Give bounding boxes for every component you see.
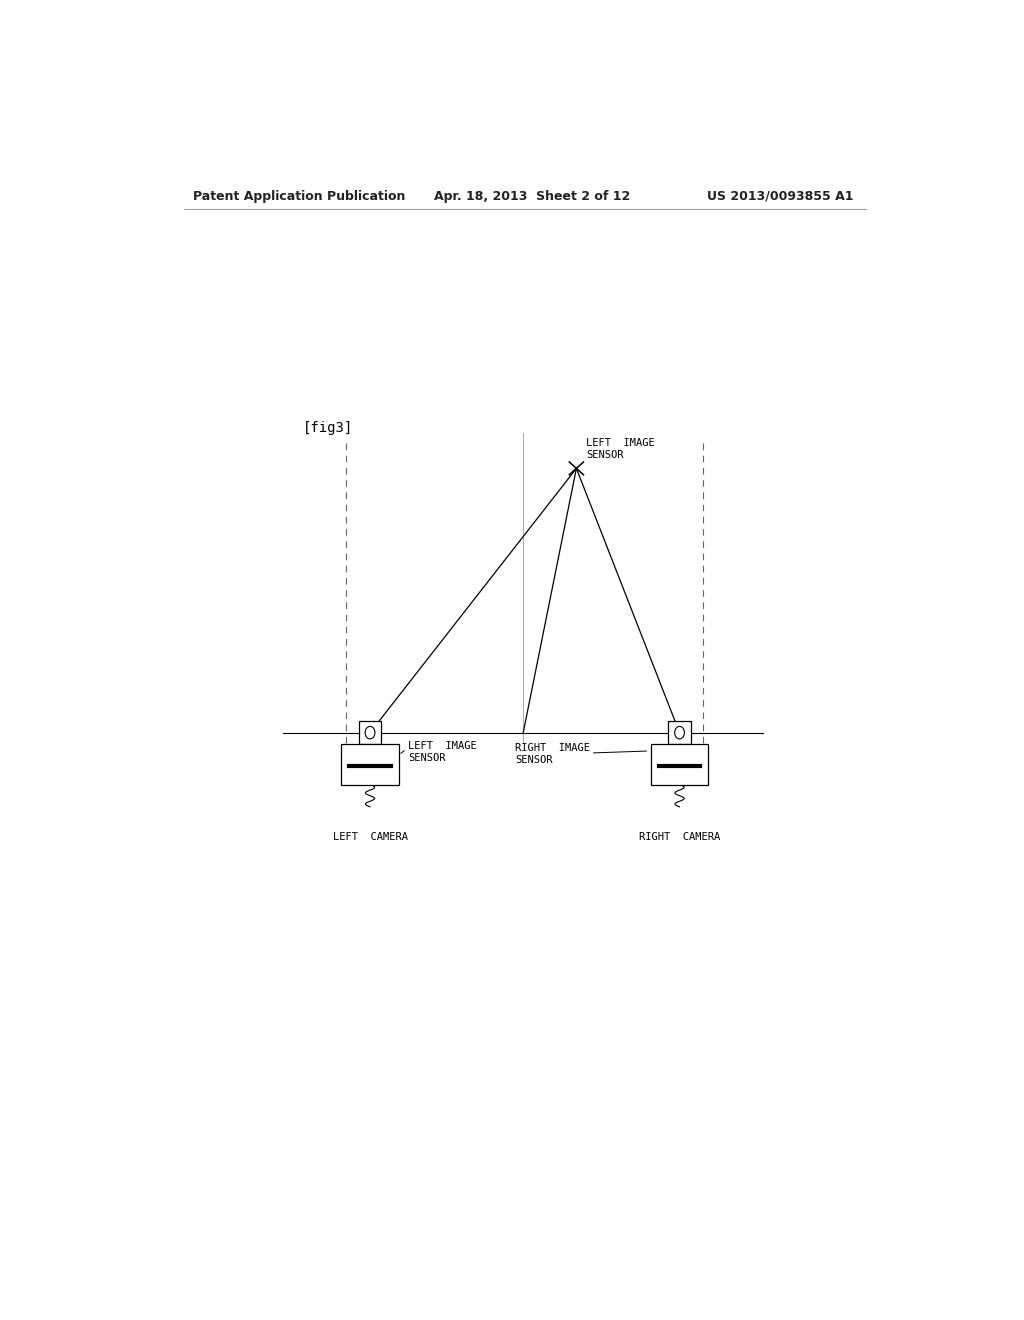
Bar [669, 722, 690, 744]
Text: LEFT  IMAGE
SENSOR: LEFT IMAGE SENSOR [586, 438, 654, 461]
Text: US 2013/0093855 A1: US 2013/0093855 A1 [708, 190, 854, 202]
Text: LEFT  IMAGE
SENSOR: LEFT IMAGE SENSOR [409, 741, 477, 763]
Text: [fig3]: [fig3] [303, 421, 353, 434]
Text: RIGHT  IMAGE
SENSOR: RIGHT IMAGE SENSOR [515, 743, 590, 766]
Bar [359, 722, 381, 744]
Bar [651, 744, 709, 784]
Text: LEFT  CAMERA: LEFT CAMERA [333, 833, 408, 842]
Text: RIGHT  CAMERA: RIGHT CAMERA [639, 833, 720, 842]
Bar [341, 744, 398, 784]
Text: Patent Application Publication: Patent Application Publication [194, 190, 406, 202]
Text: Apr. 18, 2013  Sheet 2 of 12: Apr. 18, 2013 Sheet 2 of 12 [433, 190, 630, 202]
